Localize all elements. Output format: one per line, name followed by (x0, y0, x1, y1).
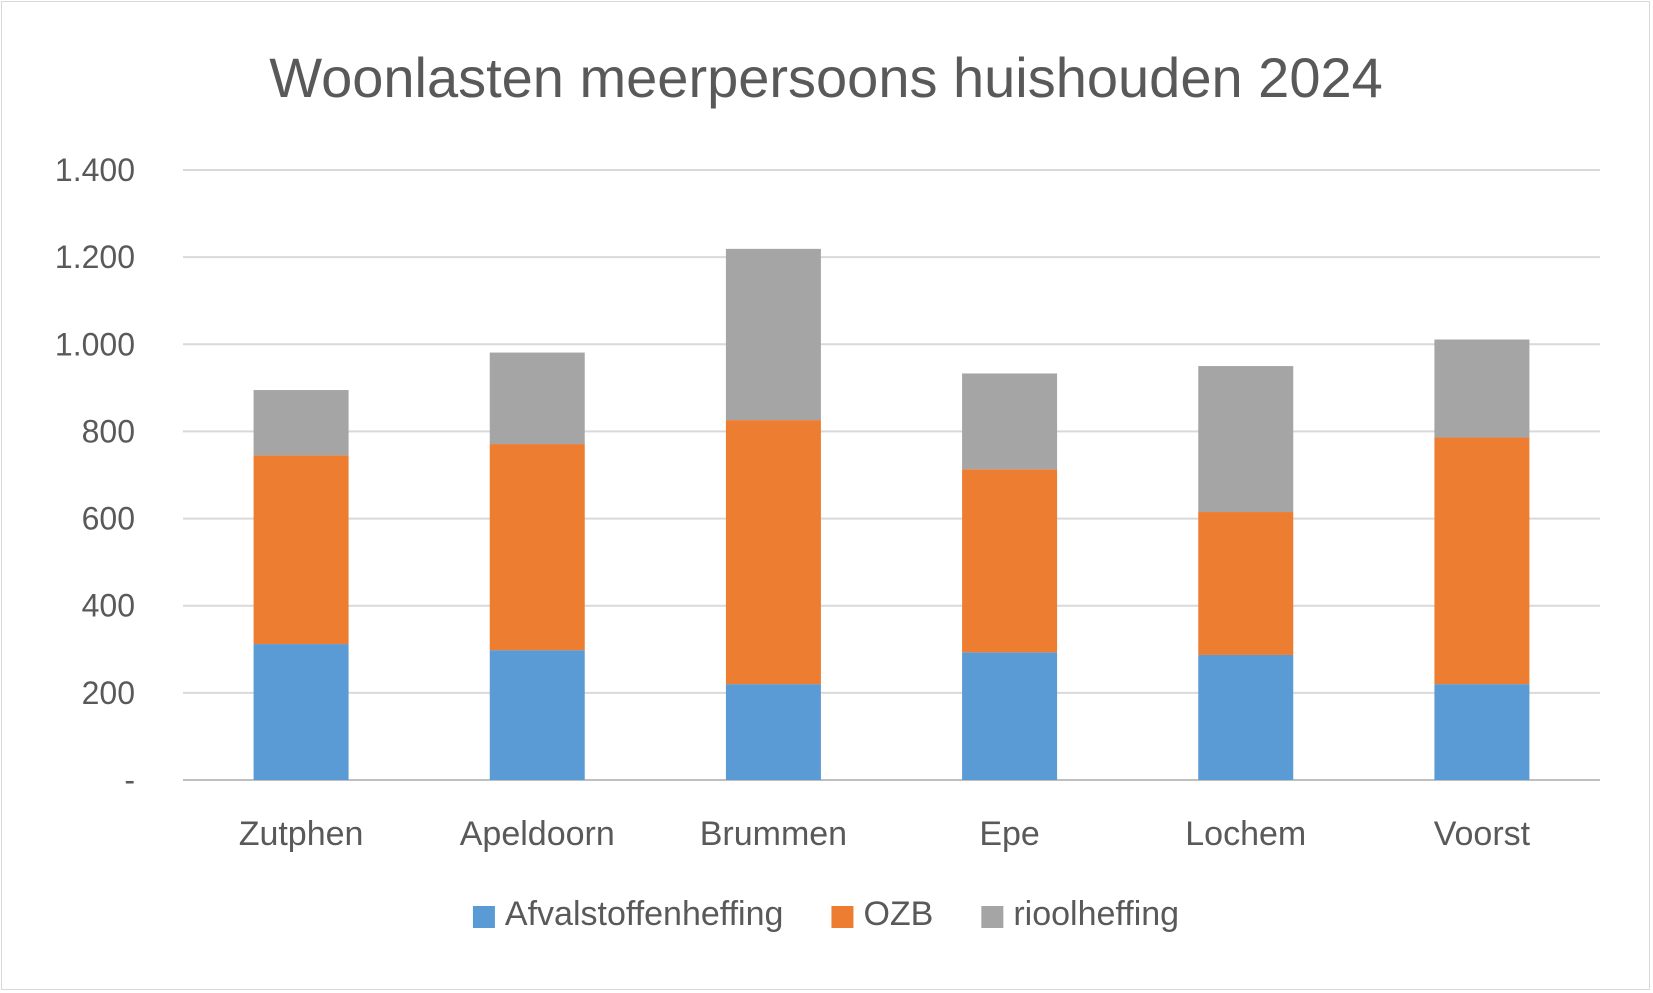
y-tick-label: 800 (82, 413, 135, 449)
bar-segment (489, 650, 585, 780)
bar-segment (489, 352, 585, 445)
bar-segment (725, 248, 821, 421)
bar-segment (962, 652, 1058, 780)
x-category-label: Apeldoorn (460, 815, 615, 853)
legend-swatch (472, 906, 495, 928)
bar-segment (962, 373, 1058, 470)
bar-segment (725, 684, 821, 780)
y-tick-label: 1.400 (55, 152, 135, 188)
legend-item: Afvalstoffenheffing (472, 895, 784, 933)
gridlines (183, 169, 1600, 781)
legend-item: OZB (831, 895, 933, 933)
bar-segment (253, 390, 349, 456)
bar-segment (489, 444, 585, 651)
legend: Afvalstoffenheffing OZB rioolheffing (472, 895, 1179, 933)
bar-segment (253, 455, 349, 645)
bar-segment (253, 644, 349, 780)
bar-segment (1198, 654, 1294, 780)
bar-segment (1434, 684, 1530, 780)
legend-item: rioolheffing (981, 895, 1179, 933)
legend-swatch (831, 906, 854, 928)
y-tick-label: 1.000 (55, 326, 135, 362)
bar-segment (962, 469, 1058, 653)
legend-label: Afvalstoffenheffing (505, 895, 784, 933)
bar-segment (1434, 437, 1530, 685)
x-category-label: Brummen (700, 815, 847, 853)
legend-label: OZB (863, 895, 933, 933)
y-axis-ticks: - 200 400 600 800 1.000 1.200 1.400 (55, 152, 135, 798)
legend-label: rioolheffing (1013, 895, 1179, 933)
x-category-label: Voorst (1434, 815, 1531, 853)
y-tick-label: 1.200 (55, 239, 135, 275)
chart-title: Woonlasten meerpersoons huishouden 2024 (269, 46, 1383, 109)
bar-segment (1434, 339, 1530, 438)
x-category-label: Epe (979, 815, 1040, 853)
y-tick-label: 600 (82, 501, 135, 537)
bar-segment (1198, 366, 1294, 513)
bar-segment (725, 420, 821, 685)
y-tick-label: 200 (82, 675, 135, 711)
x-axis-labels: Zutphen Apeldoorn Brummen Epe Lochem Voorst (239, 815, 1531, 853)
y-tick-label: 400 (82, 588, 135, 624)
y-tick-label: - (124, 762, 135, 798)
bar-segment (1198, 512, 1294, 655)
legend-swatch (981, 906, 1004, 928)
bars (253, 248, 1530, 780)
x-category-label: Zutphen (239, 815, 364, 853)
x-category-label: Lochem (1185, 815, 1306, 853)
